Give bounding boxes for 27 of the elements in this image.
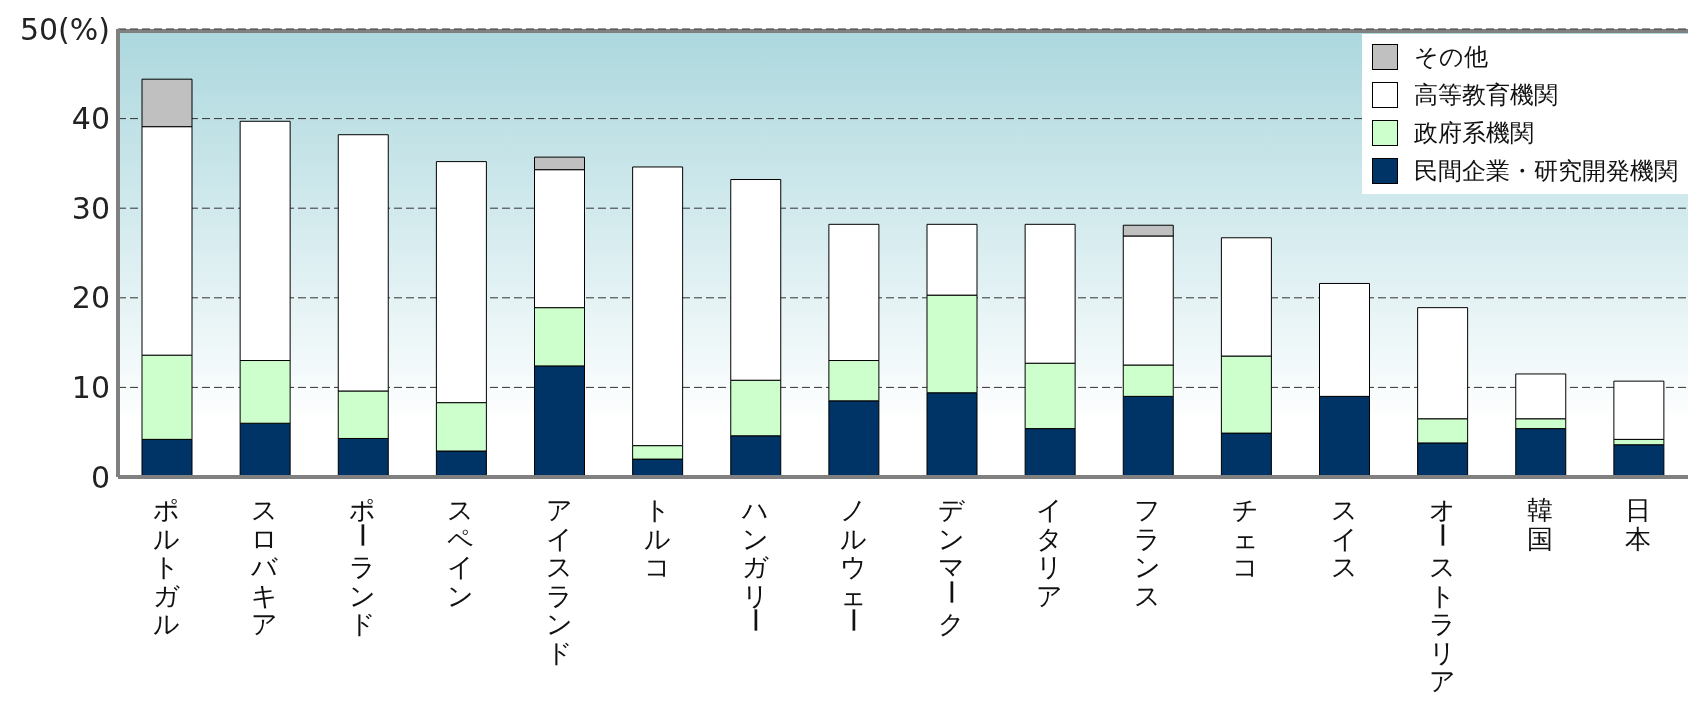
y-tick-label: 20 (71, 280, 110, 316)
x-tick-label: アイスランド (545, 495, 573, 668)
x-tick-label: フランス (1134, 495, 1162, 611)
y-tick-label: 30 (71, 190, 110, 226)
x-tick-label: スロバキア (250, 495, 279, 639)
x-tick-label: ノルウェー (837, 495, 868, 633)
legend-label: 高等教育機関 (1414, 80, 1558, 111)
x-tick-label: トルコ (643, 495, 671, 582)
x-tick-label: スイス (1330, 495, 1358, 582)
legend-label: 民間企業・研究開発機関 (1414, 156, 1678, 187)
x-tick-label: スペイン (447, 495, 475, 611)
x-tick-label: チェコ (1232, 495, 1260, 582)
legend-label: 政府系機関 (1414, 118, 1534, 149)
x-tick-label: イタリア (1036, 495, 1064, 611)
x-tick-label: ハンガリー (739, 495, 770, 633)
x-tick-label: ポーランド (347, 495, 378, 639)
bar (1613, 444, 1665, 477)
x-tick-label: 日本 (1624, 495, 1651, 554)
legend-label: その他 (1414, 42, 1488, 73)
x-tick-label: ポルトガル (153, 495, 181, 639)
x-tick-label: 韓国 (1526, 495, 1553, 554)
y-tick-label: 10 (71, 370, 110, 406)
x-tick-label: オーストラリア (1426, 495, 1457, 696)
y-tick-label: 50(%) (19, 11, 110, 47)
y-tick-label: 40 (71, 101, 110, 137)
y-tick-label: 0 (90, 459, 110, 495)
x-tick-label: デンマーク (936, 495, 967, 639)
